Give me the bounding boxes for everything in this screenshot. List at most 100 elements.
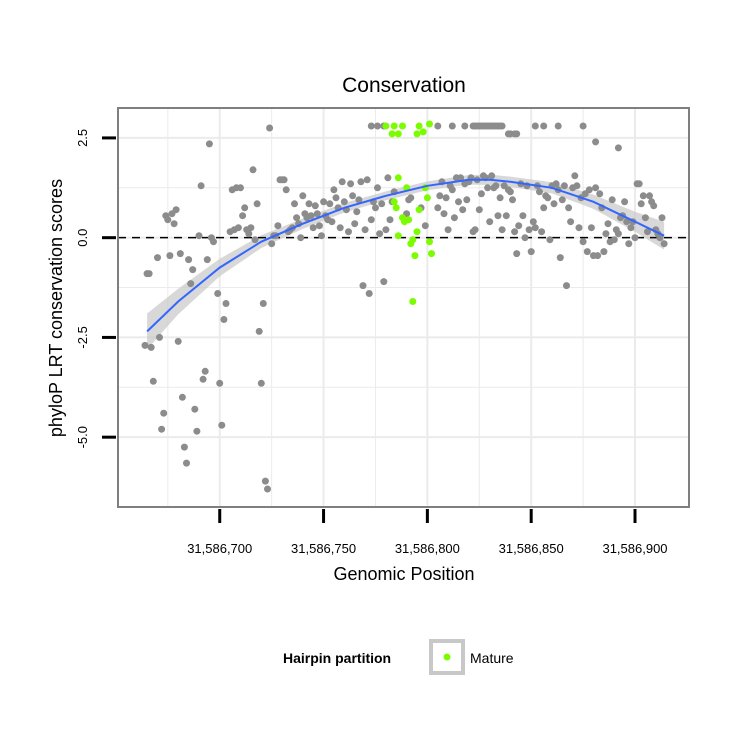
data-point-other — [563, 282, 570, 290]
data-point-other — [448, 122, 456, 130]
data-point-other — [511, 228, 519, 236]
data-point-other — [484, 184, 492, 192]
data-point-mature — [423, 194, 431, 202]
data-point-other — [195, 232, 203, 240]
data-point-other — [376, 230, 384, 238]
x-tick-label: 31,586,700 — [187, 541, 252, 556]
data-point-mature — [426, 120, 433, 128]
data-point-other — [237, 184, 244, 192]
data-point-other — [326, 200, 334, 208]
data-point-other — [251, 236, 259, 244]
data-point-other — [587, 224, 595, 232]
data-point-other — [313, 210, 321, 218]
data-point-other — [560, 182, 568, 190]
data-point-other — [154, 254, 161, 262]
data-point-other — [565, 204, 573, 212]
data-point-other — [218, 421, 226, 429]
data-point-other — [205, 140, 213, 148]
data-point-other — [183, 459, 190, 467]
data-point-other — [544, 194, 552, 202]
data-point-other — [627, 224, 635, 232]
data-point-other — [210, 238, 217, 246]
data-point-other — [361, 226, 369, 234]
data-point-other — [220, 316, 228, 323]
data-point-other — [531, 122, 539, 130]
data-point-other — [280, 176, 288, 184]
data-point-other — [338, 178, 346, 186]
data-point-other — [614, 230, 622, 238]
data-point-other — [164, 216, 172, 224]
data-point-other — [604, 220, 612, 228]
data-point-other — [434, 122, 442, 130]
data-point-other — [380, 278, 388, 286]
data-point-other — [575, 224, 583, 232]
data-point-other — [513, 250, 521, 258]
data-point-other — [556, 254, 564, 262]
data-point-other — [660, 240, 668, 248]
data-point-other — [592, 184, 600, 192]
data-point-other — [166, 252, 174, 260]
data-point-other — [158, 425, 166, 433]
data-point-mature — [415, 122, 423, 130]
data-point-other — [444, 226, 452, 234]
data-point-other — [293, 214, 301, 222]
data-point-other — [203, 256, 211, 264]
plot-panel — [117, 107, 690, 508]
data-point-mature — [390, 198, 398, 206]
grid-lines — [118, 108, 689, 507]
data-point-other — [315, 222, 323, 230]
data-point-other — [363, 176, 371, 184]
data-point-other — [266, 124, 274, 132]
data-point-other — [521, 234, 529, 242]
data-point-other — [349, 192, 357, 200]
data-point-other — [614, 144, 622, 152]
data-point-other — [608, 196, 616, 204]
data-point-other — [193, 427, 201, 435]
legend-label-mature: Mature — [470, 650, 514, 666]
data-point-other — [176, 250, 184, 258]
data-point-other — [234, 224, 242, 232]
data-point-other — [249, 166, 257, 174]
data-point-other — [635, 180, 643, 188]
data-point-other — [299, 192, 307, 200]
data-point-other — [461, 122, 469, 130]
data-point-mature — [428, 250, 435, 258]
data-point-other — [332, 194, 340, 202]
data-point-other — [477, 190, 485, 198]
data-point-other — [174, 337, 182, 345]
data-point-other — [457, 174, 465, 182]
chart-title: Conservation — [342, 74, 466, 97]
data-point-other — [592, 138, 600, 146]
data-point-other — [197, 182, 205, 190]
data-point-other — [187, 280, 195, 288]
data-point-other — [330, 186, 338, 194]
data-point-other — [515, 222, 523, 230]
data-point-other — [367, 122, 375, 130]
x-tick-label: 31,586,850 — [499, 541, 564, 556]
data-point-other — [496, 194, 504, 202]
x-tick-label: 31,586,900 — [602, 541, 667, 556]
data-point-other — [506, 188, 514, 196]
data-point-mature — [409, 236, 417, 244]
data-point-other — [486, 218, 494, 226]
data-point-other — [309, 224, 317, 232]
data-point-other — [658, 214, 666, 222]
data-point-other — [351, 220, 359, 228]
data-point-other — [421, 222, 429, 230]
data-point-other — [656, 234, 664, 242]
data-point-other — [214, 290, 222, 297]
data-point-other — [282, 186, 290, 194]
data-point-other — [502, 212, 510, 220]
data-point-other — [538, 228, 546, 236]
data-point-other — [455, 198, 462, 206]
data-point-other — [594, 252, 602, 260]
data-point-other — [247, 224, 255, 232]
data-point-other — [579, 122, 587, 130]
data-point-other — [382, 226, 390, 234]
data-point-other — [141, 341, 149, 349]
data-point-mature — [426, 238, 433, 246]
data-point-other — [199, 375, 207, 383]
data-point-other — [436, 192, 444, 200]
data-point-other — [527, 248, 535, 256]
